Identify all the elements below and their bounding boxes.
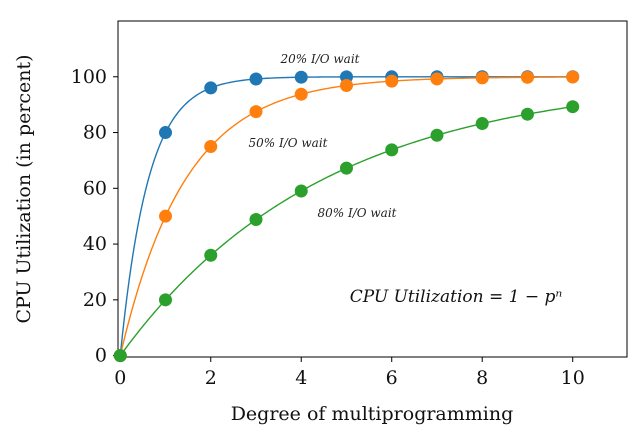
data-point (475, 71, 489, 85)
data-point (520, 107, 534, 121)
data-point (159, 126, 173, 140)
series-label-50: 50% I/O wait (248, 136, 327, 150)
x-tick-label: 10 (561, 367, 585, 389)
y-tick-label: 20 (83, 289, 107, 311)
x-axis-label: Degree of multiprogramming (231, 403, 514, 425)
series-line-2 (119, 106, 573, 357)
x-tick-label: 0 (114, 367, 126, 389)
data-point (430, 128, 444, 142)
data-point (294, 184, 308, 198)
series-markers (113, 70, 580, 363)
data-point (159, 293, 173, 307)
y-tick-label: 0 (95, 345, 107, 367)
y-tick-label: 80 (83, 122, 107, 144)
data-point (566, 70, 580, 84)
data-point (294, 87, 308, 101)
data-point (475, 117, 489, 131)
data-point (294, 70, 308, 84)
series-label-20: 20% I/O wait (279, 52, 359, 66)
y-axis-label: CPU Utilization (in percent) (13, 54, 35, 323)
data-point (339, 161, 353, 175)
y-tick-label: 40 (83, 233, 107, 255)
data-point (204, 81, 218, 95)
x-tick-label: 4 (295, 367, 307, 389)
series-label-80: 80% I/O wait (317, 206, 396, 220)
y-tick-label: 60 (83, 177, 107, 199)
data-point (159, 209, 173, 223)
y-tick-label: 100 (71, 66, 107, 88)
data-point (430, 72, 444, 86)
x-tick-label: 8 (476, 367, 488, 389)
data-point (249, 105, 263, 119)
x-tick-label: 2 (205, 367, 217, 389)
formula-annotation: CPU Utilization = 1 − pⁿ (350, 287, 563, 307)
data-point (385, 74, 399, 88)
data-point (204, 139, 218, 153)
data-point (204, 248, 218, 262)
data-point (339, 78, 353, 92)
data-point (113, 349, 127, 363)
data-point (566, 100, 580, 114)
plot-frame (117, 20, 628, 358)
data-point (249, 213, 263, 227)
x-tick-label: 6 (386, 367, 398, 389)
data-point (520, 70, 534, 84)
data-point (385, 143, 399, 157)
data-point (249, 72, 263, 86)
